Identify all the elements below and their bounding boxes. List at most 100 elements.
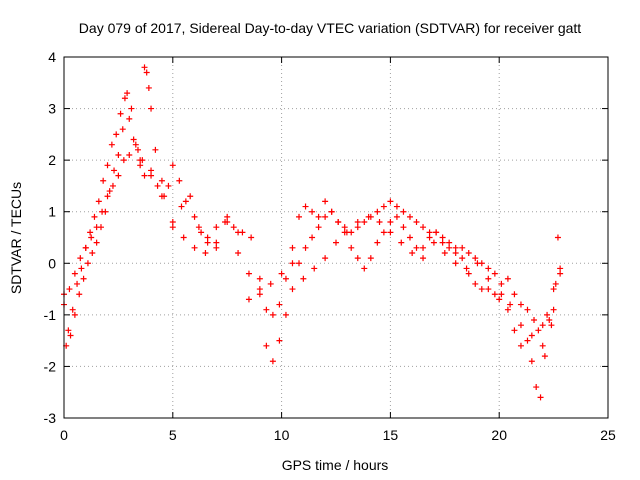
data-point	[452, 249, 459, 256]
data-series	[61, 151, 564, 339]
data-point	[143, 69, 150, 76]
data-point	[380, 229, 387, 236]
data-point	[89, 249, 96, 256]
data-point	[354, 224, 361, 231]
data-point	[93, 224, 100, 231]
data-point	[148, 172, 155, 179]
data-point	[126, 115, 133, 122]
data-point	[104, 193, 111, 200]
data-point	[504, 275, 511, 282]
data-point	[263, 342, 270, 349]
data-point	[374, 208, 381, 215]
data-point	[180, 234, 187, 241]
data-point	[544, 311, 551, 318]
data-point	[158, 193, 165, 200]
data-point	[535, 327, 542, 334]
data-point	[498, 280, 505, 287]
data-point	[328, 208, 335, 215]
data-point	[496, 296, 503, 303]
data-point	[108, 141, 115, 148]
data-point	[213, 239, 220, 246]
data-point	[224, 213, 231, 220]
data-point	[195, 224, 202, 231]
data-point	[245, 296, 252, 303]
data-point	[393, 203, 400, 210]
data-point	[485, 286, 492, 293]
data-point	[367, 255, 374, 262]
data-point	[84, 260, 91, 267]
data-point	[282, 311, 289, 318]
data-point	[74, 280, 81, 287]
y-tick-label: 3	[48, 101, 56, 117]
data-point	[119, 126, 126, 133]
data-point	[465, 270, 472, 277]
data-point	[117, 110, 124, 117]
data-point	[517, 301, 524, 308]
x-tick-label: 20	[491, 427, 507, 443]
data-point	[176, 177, 183, 184]
y-tick-label: 1	[48, 204, 56, 220]
data-point	[430, 239, 437, 246]
data-point	[374, 239, 381, 246]
x-tick-label: 10	[274, 427, 290, 443]
data-point	[302, 244, 309, 251]
data-point	[474, 260, 481, 267]
data-point	[463, 265, 470, 272]
y-tick-label: 2	[48, 152, 56, 168]
data-point	[148, 105, 155, 112]
data-point	[524, 306, 531, 313]
data-point	[88, 234, 95, 241]
data-point	[361, 265, 368, 272]
data-point	[263, 306, 270, 313]
data-point	[104, 162, 111, 169]
data-point	[491, 291, 498, 298]
data-point	[276, 337, 283, 344]
data-point	[276, 301, 283, 308]
data-point	[269, 358, 276, 365]
data-point	[204, 234, 211, 241]
y-tick-label: -2	[44, 358, 57, 374]
data-point	[398, 239, 405, 246]
data-point	[132, 141, 139, 148]
data-point	[169, 162, 176, 169]
data-point	[517, 342, 524, 349]
data-point	[511, 327, 518, 334]
data-point	[87, 229, 94, 236]
data-point	[528, 358, 535, 365]
data-point	[315, 224, 322, 231]
data-point	[420, 244, 427, 251]
data-point	[141, 172, 148, 179]
data-point	[354, 255, 361, 262]
data-point	[154, 182, 161, 189]
data-point	[546, 317, 553, 324]
data-point	[71, 311, 78, 318]
data-point	[433, 229, 440, 236]
y-tick-label: 4	[48, 49, 56, 65]
data-point	[365, 213, 372, 220]
data-point	[335, 219, 342, 226]
data-point	[420, 224, 427, 231]
data-point	[557, 270, 564, 277]
data-point	[485, 275, 492, 282]
data-point	[165, 182, 172, 189]
data-point	[406, 213, 413, 220]
data-point	[148, 167, 155, 174]
data-point	[289, 244, 296, 251]
data-point	[213, 224, 220, 231]
data-point	[393, 213, 400, 220]
data-point	[169, 219, 176, 226]
data-point	[256, 291, 263, 298]
data-point	[78, 265, 85, 272]
data-point	[269, 311, 276, 318]
x-tick-label: 5	[169, 427, 177, 443]
data-point	[322, 198, 329, 205]
data-point	[95, 198, 102, 205]
data-point	[333, 239, 339, 246]
data-point	[248, 234, 255, 241]
data-point	[158, 177, 165, 184]
data-point	[141, 64, 148, 71]
x-axis-label: GPS time / hours	[282, 457, 389, 473]
data-point	[77, 255, 84, 262]
y-tick-label: 0	[48, 255, 56, 271]
data-point	[406, 234, 413, 241]
